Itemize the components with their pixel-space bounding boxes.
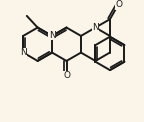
Text: N: N <box>20 48 26 57</box>
Text: O: O <box>63 71 70 80</box>
Text: N: N <box>92 23 99 32</box>
Text: N: N <box>49 31 55 40</box>
Text: O: O <box>116 0 123 9</box>
